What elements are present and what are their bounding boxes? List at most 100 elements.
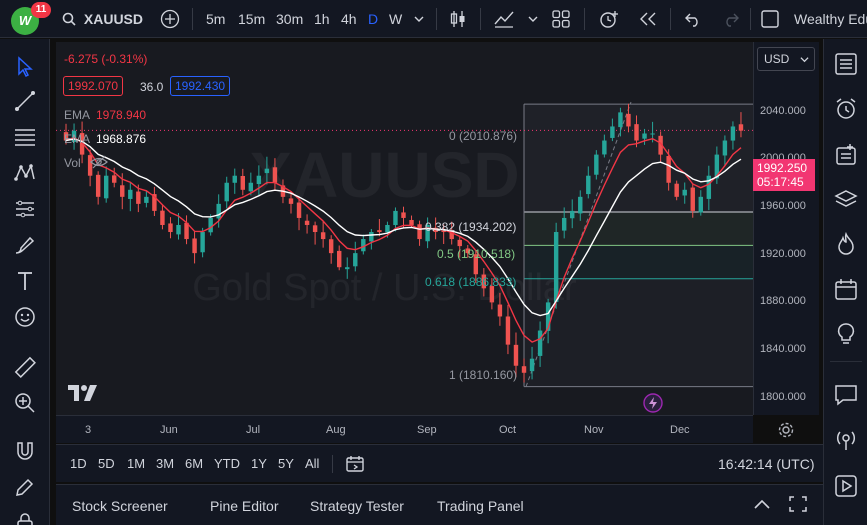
tab-strategy-tester[interactable]: Strategy Tester bbox=[310, 498, 404, 514]
candle-body bbox=[722, 140, 728, 156]
timeframe-d[interactable]: D bbox=[368, 11, 379, 27]
ruler-icon[interactable] bbox=[13, 355, 37, 379]
goto-date-icon[interactable] bbox=[345, 454, 365, 474]
zoom-in-icon[interactable] bbox=[13, 391, 37, 415]
eye-hidden-icon[interactable] bbox=[90, 155, 108, 169]
symbol-search[interactable]: XAUUSD bbox=[62, 0, 143, 38]
price-tick: 2040.000 bbox=[760, 105, 806, 117]
play-icon[interactable] bbox=[833, 473, 859, 499]
range-5d[interactable]: 5D bbox=[98, 456, 115, 471]
timeframe-1h[interactable]: 1h bbox=[314, 11, 330, 27]
chat-icon[interactable] bbox=[833, 382, 859, 408]
data-window-icon[interactable] bbox=[833, 142, 859, 168]
candle-body bbox=[232, 175, 237, 183]
candle-body bbox=[666, 156, 671, 183]
indicators-button[interactable] bbox=[493, 0, 515, 38]
chart-pane[interactable]: XAUUSD Gold Spot / U.S. Dollar -6.275 (-0… bbox=[56, 42, 753, 415]
candle-body bbox=[337, 250, 342, 268]
indicators-dropdown[interactable] bbox=[528, 0, 538, 38]
candle-body bbox=[730, 126, 736, 141]
currency-label: USD bbox=[764, 52, 790, 66]
bar-countdown: 05:17:45 bbox=[757, 175, 804, 189]
alert-button[interactable] bbox=[598, 0, 620, 38]
timeframe-30m[interactable]: 30m bbox=[276, 11, 304, 27]
chevron-up-icon[interactable] bbox=[753, 498, 771, 510]
hotlist-flame-icon[interactable] bbox=[833, 231, 859, 257]
timeframe-15m[interactable]: 15m bbox=[238, 11, 266, 27]
price-chart[interactable]: XAUUSD Gold Spot / U.S. Dollar bbox=[56, 42, 753, 415]
maximize-panel-icon[interactable] bbox=[789, 496, 807, 512]
spread-value: 36.0 bbox=[140, 80, 164, 94]
projection-icon[interactable] bbox=[13, 197, 37, 221]
cursor-icon[interactable] bbox=[13, 55, 37, 79]
undo-button[interactable] bbox=[684, 0, 702, 38]
settings-gear-icon[interactable] bbox=[777, 421, 795, 439]
tab-stock-screener[interactable]: Stock Screener bbox=[72, 498, 168, 514]
chart-type-button[interactable] bbox=[448, 0, 468, 38]
fib-level-0: 0 (2010.876) bbox=[449, 129, 518, 143]
replay-button[interactable] bbox=[638, 0, 658, 38]
brand-name[interactable]: Wealthy Edu bbox=[794, 11, 867, 27]
timeframe-dropdown[interactable] bbox=[414, 0, 424, 38]
candle-body bbox=[393, 210, 398, 226]
lightning-event-icon[interactable] bbox=[643, 393, 663, 413]
price-scale[interactable]: 2040.000 2000.000 1960.000 1920.000 1880… bbox=[753, 42, 819, 415]
candle-body bbox=[594, 154, 599, 175]
candle-body bbox=[256, 175, 262, 185]
pattern-icon[interactable] bbox=[13, 161, 37, 185]
range-3m[interactable]: 3M bbox=[156, 456, 175, 471]
calendar-icon[interactable] bbox=[833, 277, 859, 303]
ema-slow-line bbox=[65, 138, 742, 317]
range-5y[interactable]: 5Y bbox=[278, 456, 294, 471]
candle-body bbox=[650, 133, 655, 135]
brush-icon[interactable] bbox=[13, 233, 37, 257]
alarm-icon[interactable] bbox=[833, 96, 859, 122]
utc-clock[interactable]: 16:42:14 (UTC) bbox=[718, 456, 815, 472]
fullscreen-button[interactable] bbox=[761, 0, 779, 38]
candle-body bbox=[537, 330, 543, 356]
candle-body bbox=[473, 254, 479, 275]
candle-body bbox=[184, 222, 189, 240]
time-scale[interactable]: 3 Jun Jul Aug Sep Oct Nov Dec bbox=[56, 415, 753, 443]
fib-retracement-icon[interactable] bbox=[13, 125, 37, 149]
candle-body bbox=[417, 224, 422, 240]
text-icon[interactable] bbox=[13, 269, 37, 293]
candle-body bbox=[658, 135, 663, 155]
redo-button[interactable] bbox=[722, 0, 740, 38]
compare-add-button[interactable] bbox=[160, 0, 180, 38]
watermark-description: Gold Spot / U.S. Dollar bbox=[192, 267, 577, 309]
range-1m[interactable]: 1M bbox=[127, 456, 146, 471]
magnet-icon[interactable] bbox=[13, 439, 37, 463]
sell-price-box[interactable]: 1992.070 bbox=[63, 76, 124, 96]
square-icon bbox=[761, 10, 779, 28]
timeframe-4h[interactable]: 4h bbox=[341, 11, 357, 27]
time-tick: Jul bbox=[246, 424, 261, 436]
trendline-icon[interactable] bbox=[13, 89, 37, 113]
lock-icon[interactable] bbox=[13, 511, 37, 525]
timeframe-w[interactable]: W bbox=[389, 11, 403, 27]
broadcast-icon[interactable] bbox=[833, 427, 859, 453]
tab-trading-panel[interactable]: Trading Panel bbox=[437, 498, 524, 514]
candle-body bbox=[224, 182, 229, 202]
layers-icon[interactable] bbox=[833, 187, 859, 213]
range-1d[interactable]: 1D bbox=[70, 456, 87, 471]
tab-pine-editor[interactable]: Pine Editor bbox=[210, 498, 279, 514]
range-6m[interactable]: 6M bbox=[185, 456, 204, 471]
candle-body bbox=[120, 185, 125, 197]
candle-body bbox=[545, 302, 551, 331]
buy-price-box[interactable]: 1992.430 bbox=[170, 76, 231, 96]
lock-pencil-icon[interactable] bbox=[13, 475, 37, 499]
timeframe-5m[interactable]: 5m bbox=[206, 11, 226, 27]
range-ytd[interactable]: YTD bbox=[214, 456, 240, 471]
lightbulb-icon[interactable] bbox=[833, 321, 859, 347]
range-1y[interactable]: 1Y bbox=[251, 456, 267, 471]
candle-body bbox=[296, 202, 302, 218]
layouts-button[interactable] bbox=[552, 0, 570, 38]
candle-body bbox=[457, 239, 462, 247]
candle-body bbox=[320, 232, 326, 240]
currency-select[interactable]: USD bbox=[757, 47, 815, 71]
watchlist-icon[interactable] bbox=[833, 51, 859, 77]
smiley-icon[interactable] bbox=[13, 305, 37, 329]
time-tick: 3 bbox=[85, 424, 92, 436]
range-all[interactable]: All bbox=[305, 456, 320, 471]
